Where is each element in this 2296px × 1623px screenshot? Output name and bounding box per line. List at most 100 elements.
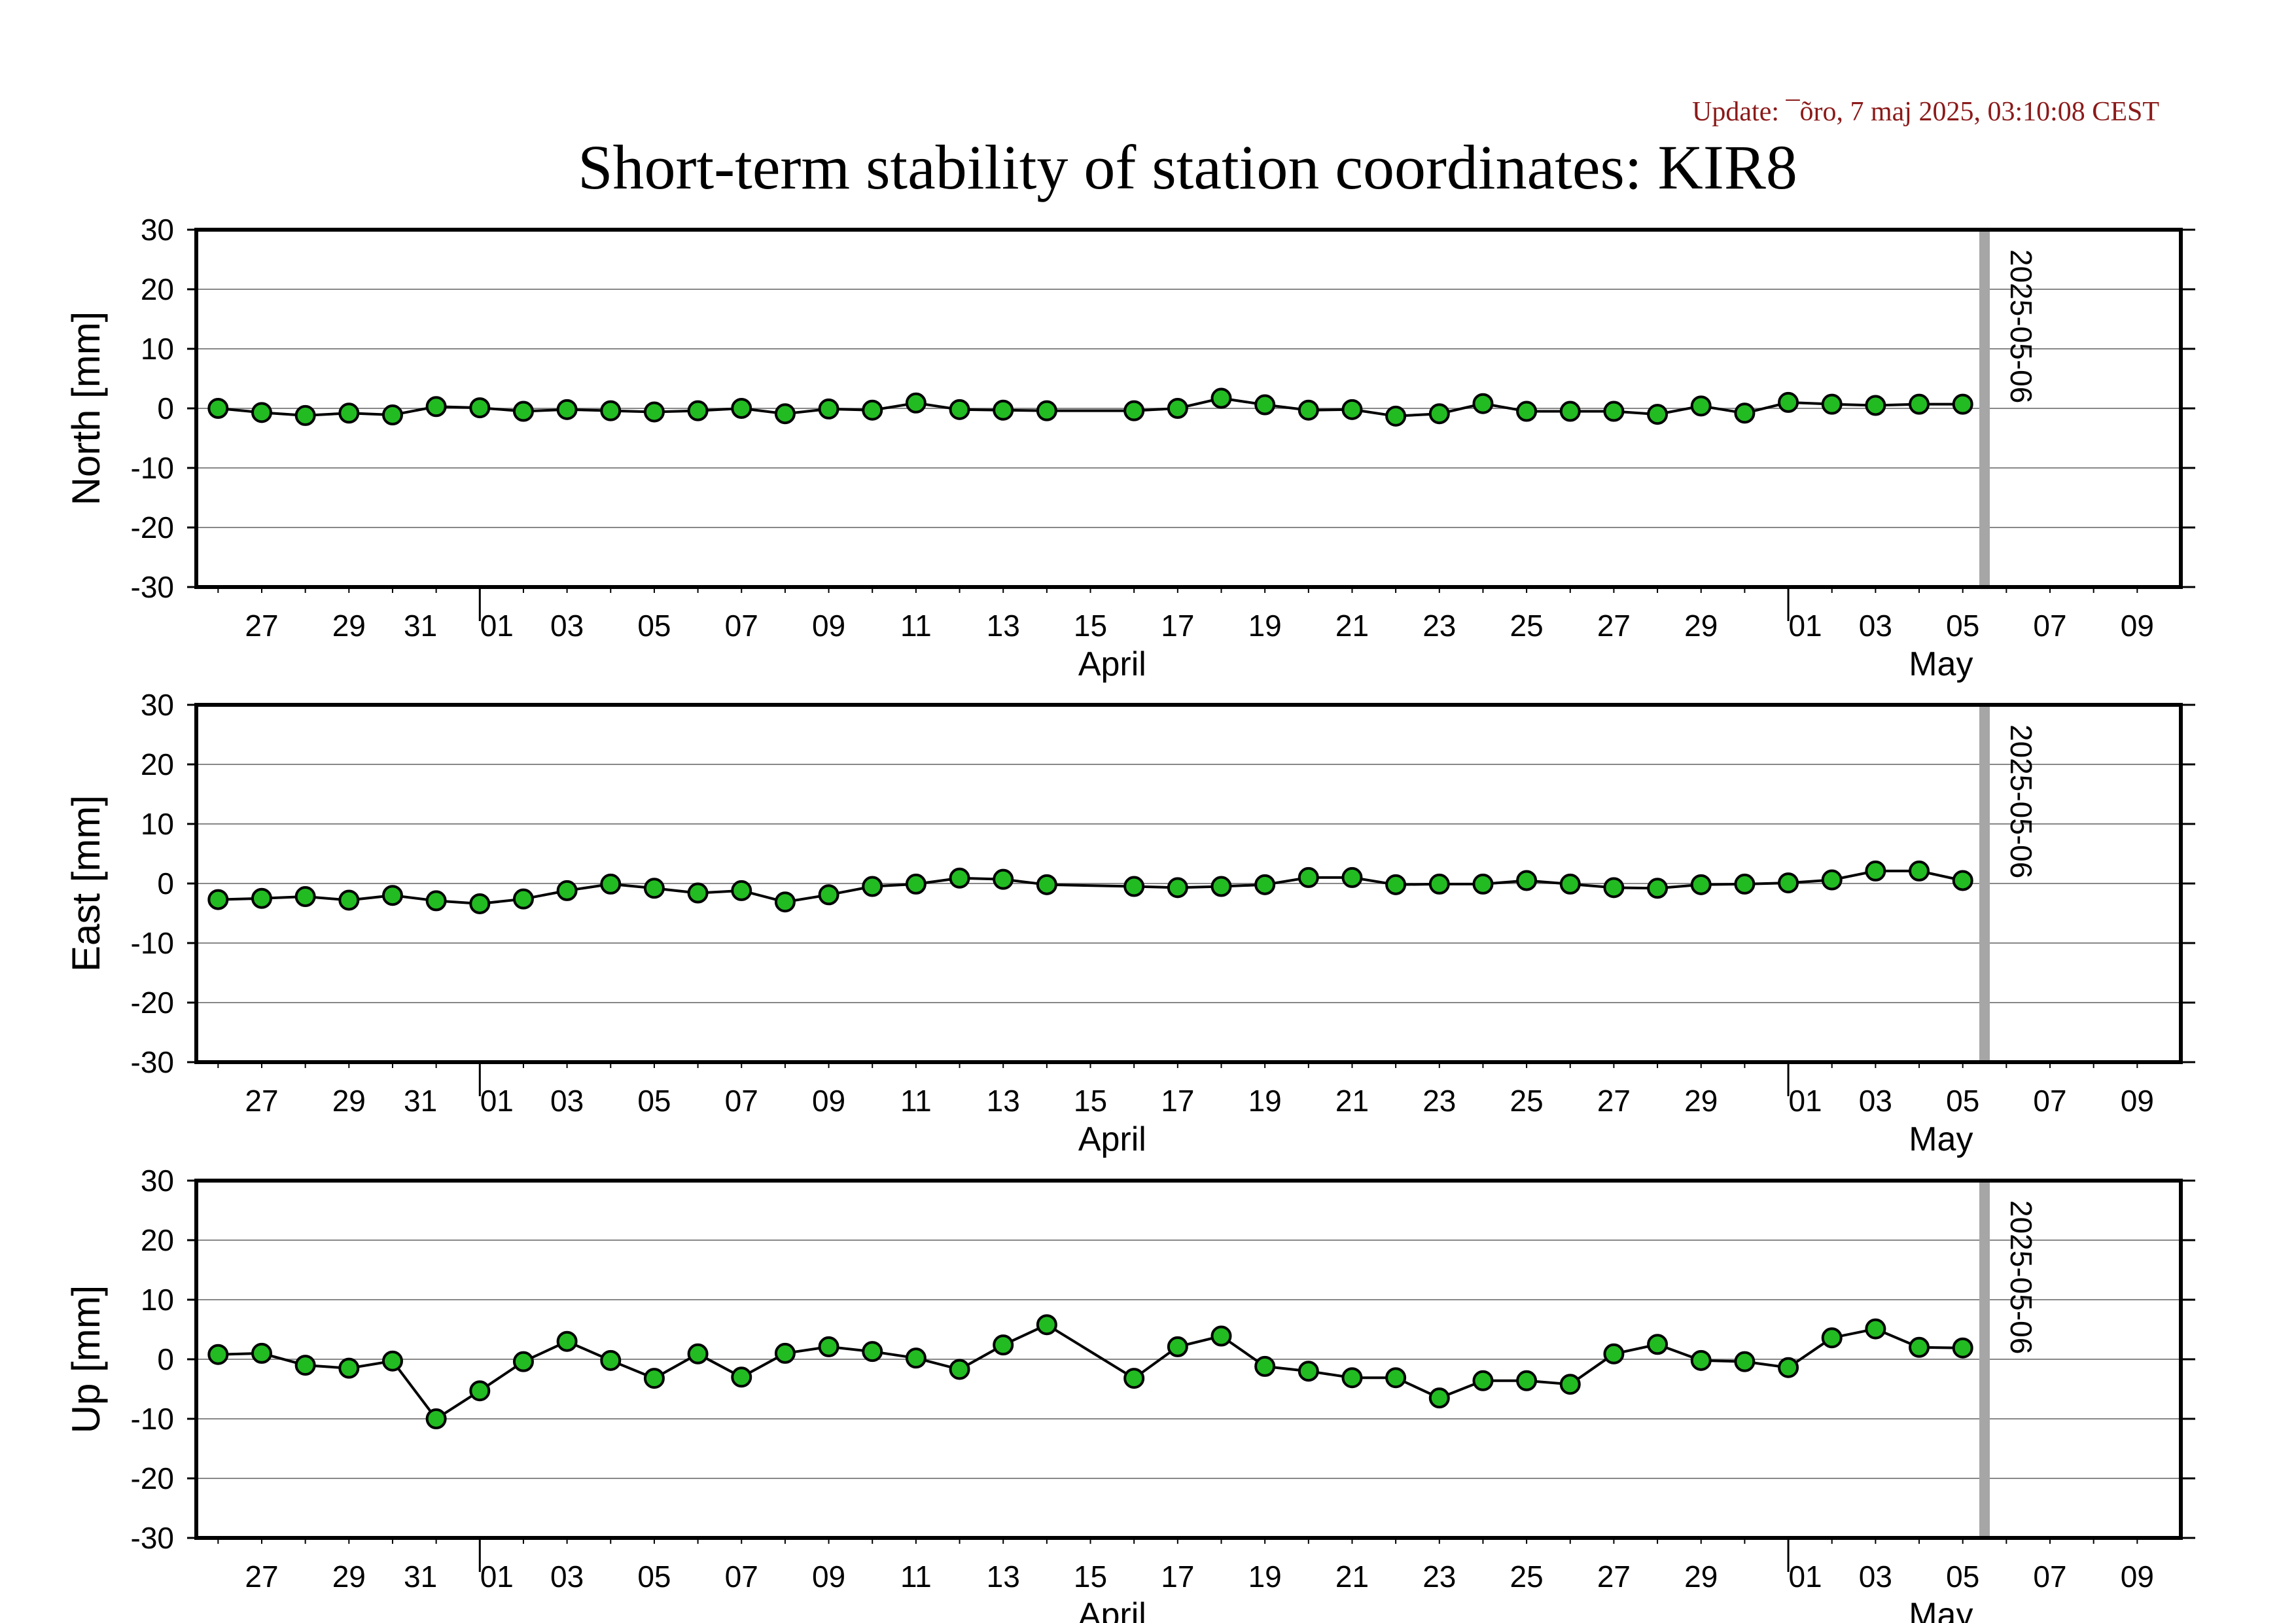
y-tick-label: 30 <box>141 688 174 722</box>
data-point <box>338 402 360 424</box>
y-axis-label: East [mm] <box>64 795 108 972</box>
data-point <box>338 1357 360 1379</box>
data-point <box>1385 874 1407 895</box>
data-point <box>338 889 360 911</box>
x-tick-label: 01 <box>480 1560 514 1594</box>
data-point <box>731 1366 752 1388</box>
data-point <box>862 876 883 897</box>
x-tick-label: 09 <box>812 1560 845 1594</box>
data-point <box>207 398 229 419</box>
date-marker-label: 2025-05-06 <box>2004 1200 2038 1354</box>
data-point <box>600 1349 622 1371</box>
x-tick-label: 01 <box>480 609 514 643</box>
data-point <box>1428 873 1450 895</box>
data-point <box>731 880 752 901</box>
x-tick-label: 01 <box>480 1084 514 1118</box>
x-tick-label: 19 <box>1248 1560 1282 1594</box>
data-point <box>1472 873 1494 895</box>
data-point <box>643 1368 665 1389</box>
x-tick-label: 25 <box>1510 1560 1544 1594</box>
data-point <box>1472 1370 1494 1391</box>
x-tick-label: 21 <box>1335 1560 1369 1594</box>
data-point <box>1167 398 1188 419</box>
data-point <box>1341 866 1363 888</box>
data-point <box>556 880 578 901</box>
x-tick-label: 11 <box>900 609 932 643</box>
month-label: April <box>1078 1120 1146 1158</box>
data-point <box>1952 393 1973 415</box>
data-point <box>1123 876 1145 897</box>
y-tick-label: 20 <box>141 1223 174 1257</box>
data-point <box>425 890 447 912</box>
data-point <box>993 1334 1014 1356</box>
data-point <box>469 893 491 914</box>
x-tick-label: 03 <box>1859 1560 1892 1594</box>
x-tick-label: 03 <box>1859 609 1892 643</box>
data-point <box>774 891 796 913</box>
y-axis-label: North [mm] <box>64 312 108 506</box>
data-point <box>600 873 622 895</box>
x-tick-label: 05 <box>637 1560 671 1594</box>
data-point <box>512 888 534 910</box>
x-tick-label: 09 <box>2121 1084 2154 1118</box>
x-tick-label: 29 <box>332 1560 366 1594</box>
data-point <box>1559 401 1581 422</box>
data-point <box>1516 401 1538 422</box>
data-point <box>1909 860 1930 882</box>
x-tick-label: 27 <box>245 609 278 643</box>
data-point <box>294 886 316 908</box>
data-point <box>905 392 927 414</box>
data-point <box>1036 874 1057 895</box>
data-point <box>1298 866 1319 888</box>
month-label: April <box>1078 1596 1146 1623</box>
data-point <box>1210 876 1232 897</box>
data-point <box>818 884 839 906</box>
data-point <box>731 398 752 419</box>
y-tick-label: -10 <box>131 1402 174 1436</box>
month-label: May <box>1909 1120 1973 1158</box>
data-point <box>1210 1325 1232 1347</box>
y-tick-label: -10 <box>131 451 174 485</box>
x-tick-label: 09 <box>2121 1560 2154 1594</box>
y-axis-label: Up [mm] <box>64 1285 108 1434</box>
data-point <box>1909 1336 1930 1358</box>
data-point <box>1778 872 1799 894</box>
x-tick-label: 29 <box>1684 1560 1718 1594</box>
data-point <box>643 401 665 423</box>
data-point <box>1734 402 1756 424</box>
data-point <box>1865 860 1886 882</box>
plot-frame <box>194 703 2183 1064</box>
x-tick-label: 09 <box>812 609 845 643</box>
data-point <box>556 399 578 420</box>
data-point <box>1865 395 1886 416</box>
data-point <box>1341 1367 1363 1389</box>
data-point <box>862 399 883 421</box>
x-tick-label: 29 <box>1684 609 1718 643</box>
data-point <box>1516 870 1538 891</box>
x-tick-label: 09 <box>812 1084 845 1118</box>
x-tick-label: 17 <box>1161 1560 1194 1594</box>
data-point <box>1909 393 1930 415</box>
data-point <box>1603 1343 1625 1364</box>
data-point <box>469 1380 491 1402</box>
y-tick-label: -20 <box>131 1461 174 1495</box>
x-tick-label: 03 <box>1859 1084 1892 1118</box>
data-point <box>643 878 665 899</box>
data-point <box>294 404 316 426</box>
series-line <box>218 1323 1963 1421</box>
data-point <box>1647 404 1669 425</box>
data-point <box>687 1343 709 1364</box>
y-tick-label: 10 <box>141 807 174 841</box>
data-point <box>1123 1368 1145 1389</box>
data-point <box>818 398 839 419</box>
x-tick-label: 13 <box>987 1084 1020 1118</box>
x-tick-label: 07 <box>2033 1084 2066 1118</box>
date-marker-label: 2025-05-06 <box>2004 724 2038 878</box>
data-point <box>1559 873 1581 895</box>
x-tick-label: 09 <box>2121 609 2154 643</box>
data-point <box>1647 1334 1669 1355</box>
x-tick-label: 21 <box>1335 609 1369 643</box>
x-tick-label: 23 <box>1422 1560 1456 1594</box>
x-tick-label: 07 <box>725 1084 758 1118</box>
data-point <box>1821 1327 1843 1349</box>
